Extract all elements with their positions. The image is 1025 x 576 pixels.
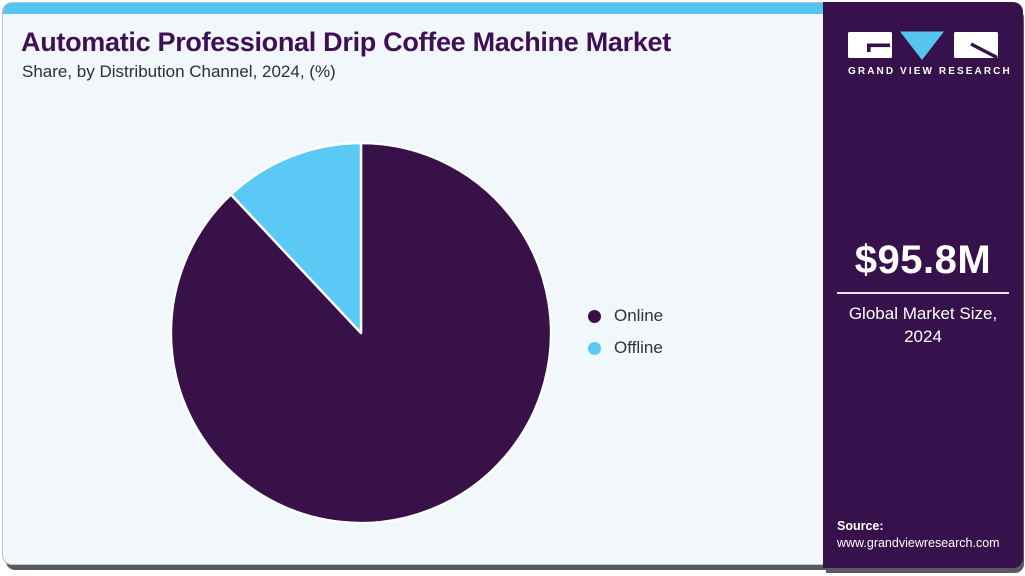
page-title: Automatic Professional Drip Coffee Machi… <box>21 27 671 57</box>
market-size-label: Global Market Size, 2024 <box>848 304 998 346</box>
legend-item-offline: Offline <box>588 337 663 359</box>
logo-wordmark: GRAND VIEW RESEARCH <box>848 66 1012 77</box>
chart-legend: Online Offline <box>588 305 663 359</box>
source-label: Source: <box>837 519 884 533</box>
pie-slice-offline <box>229 141 363 335</box>
legend-dot-offline <box>588 341 601 355</box>
legend-dot-online <box>588 309 601 323</box>
page-subtitle: Share, by Distribution Channel, 2024, (%… <box>22 62 336 81</box>
market-size-value: $95.8M <box>854 238 992 282</box>
pie-chart-container <box>167 139 555 527</box>
accent-top-bar <box>3 3 824 14</box>
brand-sidebar: GRAND VIEW RESEARCH $95.8M Global Market… <box>823 2 1023 568</box>
source-block: Source: www.grandviewresearch.com <box>837 518 1000 552</box>
divider-line <box>837 292 1009 294</box>
chart-card: Automatic Professional Drip Coffee Machi… <box>2 2 825 565</box>
gvr-logo-icon <box>848 31 998 60</box>
grand-view-research-logo: GRAND VIEW RESEARCH <box>848 30 1012 77</box>
pie-chart <box>169 141 553 525</box>
legend-label-offline: Offline <box>614 338 663 357</box>
source-url: www.grandviewresearch.com <box>837 536 1000 550</box>
market-size-block: $95.8M Global Market Size, 2024 <box>823 238 1023 348</box>
legend-item-online: Online <box>588 305 663 327</box>
legend-label-online: Online <box>614 306 664 325</box>
